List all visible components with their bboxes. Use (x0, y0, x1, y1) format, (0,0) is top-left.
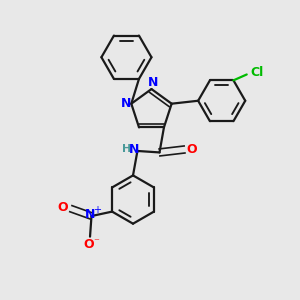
Text: ⁻: ⁻ (93, 238, 99, 248)
Text: O: O (57, 201, 68, 214)
Text: N: N (121, 97, 131, 110)
Text: O: O (83, 238, 94, 251)
Text: H: H (122, 145, 131, 154)
Text: Cl: Cl (250, 67, 264, 80)
Text: O: O (187, 143, 197, 156)
Text: N: N (85, 208, 95, 221)
Text: +: + (93, 205, 101, 214)
Text: N: N (129, 143, 140, 156)
Text: N: N (148, 76, 158, 89)
